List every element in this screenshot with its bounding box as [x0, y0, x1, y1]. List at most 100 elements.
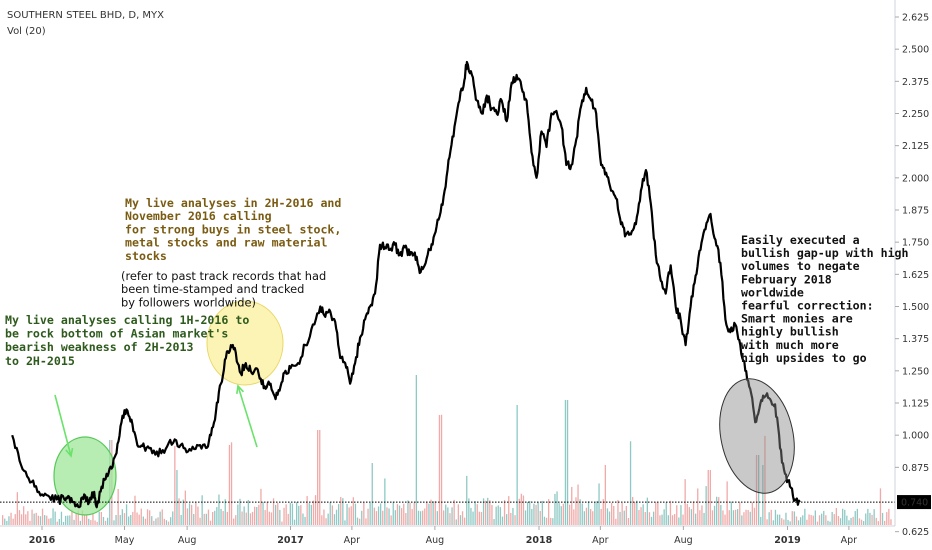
volume-bar: [98, 511, 100, 525]
volume-bar: [751, 502, 753, 525]
volume-bar: [178, 498, 180, 525]
volume-bar: [860, 519, 863, 525]
volume-bar: [518, 498, 520, 525]
volume-bar: [497, 505, 499, 525]
volume-bar: [734, 509, 737, 525]
volume-bar: [522, 495, 525, 525]
volume-bar: [270, 512, 273, 525]
volume-bar: [321, 515, 323, 525]
volume-bar: [638, 510, 640, 525]
volume-bar: [207, 509, 210, 525]
volume-bar: [884, 520, 886, 525]
annotation-1: My live analyses in 2H-2016 andNovember …: [125, 196, 341, 263]
volume-bar: [711, 510, 714, 525]
volume-bar: [386, 507, 388, 525]
volume-bar: [191, 504, 193, 525]
volume-bar: [852, 516, 854, 525]
volume-bar: [25, 514, 27, 525]
volume-bar: [407, 500, 409, 525]
volume-bar: [716, 496, 718, 525]
volume-bar: [209, 520, 212, 525]
volume-bar: [510, 512, 512, 525]
volume-bar: [14, 514, 16, 525]
volume-bar: [776, 514, 779, 525]
arrow-to-yellow-head: [236, 384, 245, 395]
annotation-2: (refer to past track records that hadbee…: [121, 269, 326, 309]
volume-bar: [596, 501, 598, 525]
volume-bar: [243, 506, 245, 525]
volume-bar: [461, 511, 464, 525]
volume-bar: [468, 498, 470, 525]
volume-bar: [821, 513, 823, 525]
volume-bar: [235, 515, 237, 525]
volume-bar: [438, 415, 441, 525]
volume-bar: [113, 520, 115, 525]
volume-bar: [65, 515, 67, 525]
y-tick-label: 0.875: [902, 463, 929, 474]
volume-bar: [516, 405, 518, 525]
volume-bar: [77, 510, 79, 525]
volume-bar: [625, 505, 627, 525]
volume-bar: [20, 514, 23, 525]
volume-bar: [818, 515, 821, 525]
volume-bar: [474, 501, 476, 525]
volume-bar: [886, 512, 888, 525]
volume-bar: [863, 521, 865, 525]
volume-bar: [392, 501, 394, 525]
volume-bar: [41, 508, 44, 525]
annotation-line: highly bullish: [741, 325, 839, 339]
x-tick-label: Aug: [178, 535, 197, 546]
volume-bar: [688, 507, 690, 525]
volume-bar: [480, 511, 483, 525]
volume-bar: [783, 519, 785, 525]
volume-bar: [791, 511, 793, 525]
volume-bar: [314, 495, 317, 525]
volume-bar: [556, 491, 558, 525]
volume-bar: [174, 445, 176, 525]
volume-bar: [260, 488, 262, 525]
volume-bar: [195, 501, 197, 525]
volume-bar: [487, 497, 489, 525]
volume-bar: [29, 520, 31, 525]
volume-bar: [600, 508, 602, 525]
volume-bar: [300, 505, 302, 525]
volume-bar: [699, 510, 701, 525]
volume-bar: [369, 503, 371, 525]
volume-bar: [457, 504, 459, 525]
volume-bar: [447, 507, 449, 525]
volume-bar: [865, 513, 867, 525]
volume-bar: [571, 486, 573, 525]
volume-bar: [264, 510, 266, 525]
volume-bar: [663, 509, 665, 525]
annotation-line: worldwide: [741, 285, 804, 299]
volume-bar: [455, 519, 457, 525]
volume-bar: [216, 507, 218, 525]
volume-bar: [151, 516, 153, 525]
volume-bar: [627, 517, 630, 525]
volume-bar: [443, 510, 445, 525]
volume-bar: [602, 499, 604, 525]
volume-bar: [657, 502, 659, 525]
volume-bar: [545, 517, 548, 525]
volume-bar: [107, 517, 109, 525]
volume-bar: [655, 502, 657, 525]
volume-bar: [806, 519, 808, 525]
arrow-to-yellow: [237, 385, 258, 448]
volume-bar: [170, 517, 172, 525]
x-axis-ticks: 2016 May Aug 2017 Apr Aug 2018 Apr Aug 2019 Apr: [29, 526, 857, 546]
volume-bar: [39, 516, 42, 525]
annotation-line: Smart monies are: [741, 312, 853, 326]
volume-bar: [537, 502, 539, 525]
volume-bar: [451, 507, 453, 525]
volume-bar: [62, 521, 65, 525]
volume-bar: [251, 511, 254, 525]
volume-bar: [27, 511, 29, 525]
volume-bar: [485, 500, 487, 525]
volume-bar: [808, 514, 810, 525]
volume-bar: [472, 511, 474, 525]
volume-bar: [539, 510, 541, 525]
volume-bar: [6, 520, 8, 525]
volume-bar: [136, 512, 138, 525]
x-tick-label: 2016: [29, 535, 56, 546]
